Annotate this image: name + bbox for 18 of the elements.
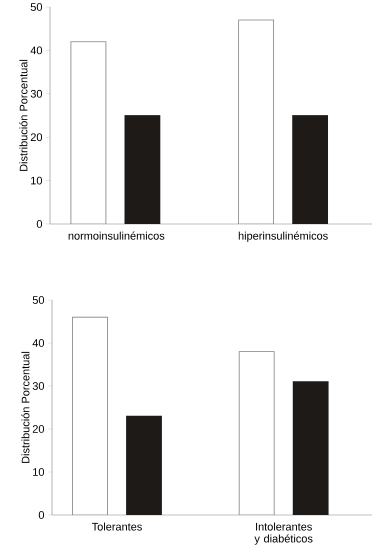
y-tick-label: 30 <box>30 90 42 98</box>
y-tick-label: 50 <box>32 296 44 304</box>
y-tick-label: 50 <box>30 3 42 11</box>
y-tick-label: 20 <box>32 425 44 433</box>
x-tick-label: Intolerantes y diabéticos <box>254 522 312 545</box>
x-tick-label: normoinsulinémicos <box>68 232 164 240</box>
y-tick-label: 0 <box>36 220 42 228</box>
y-tick-label: 10 <box>31 176 42 184</box>
y-tick-label: 40 <box>30 46 42 54</box>
y-tick-label: 10 <box>33 468 44 476</box>
y-axis-title: Distribución Porcentual <box>21 352 30 463</box>
y-axis-title: Distribución Porcentual <box>19 60 28 171</box>
x-tick-label: Tolerantes <box>92 522 142 531</box>
y-tick-label: 0 <box>38 511 44 519</box>
y-tick-label: 20 <box>30 133 42 142</box>
y-tick-label: 30 <box>32 382 44 390</box>
y-tick-label: 40 <box>32 339 44 347</box>
x-tick-label: hiperinsulinémicos <box>238 232 328 242</box>
